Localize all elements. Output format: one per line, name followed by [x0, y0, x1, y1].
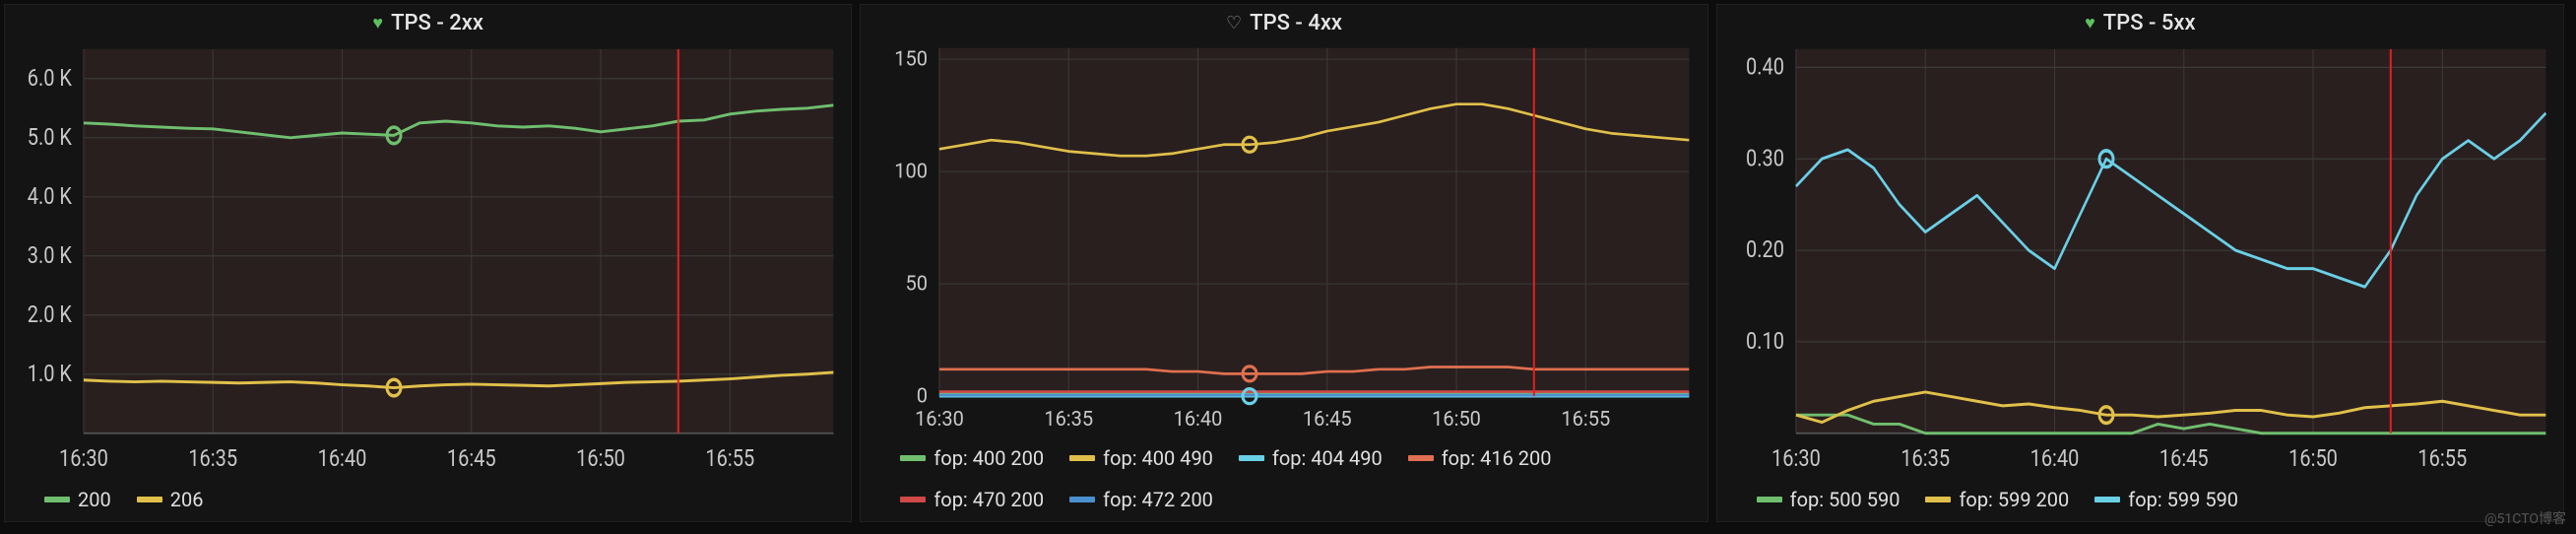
legend-label: fop: 400 490 [1103, 446, 1213, 470]
legend-item[interactable]: fop: 404 490 [1239, 446, 1383, 470]
svg-text:16:45: 16:45 [447, 445, 496, 472]
svg-text:16:35: 16:35 [188, 445, 237, 472]
legend-item[interactable]: fop: 472 200 [1069, 488, 1213, 511]
legend: 200 206 [5, 480, 851, 521]
panel-title-text: TPS - 4xx [1250, 11, 1342, 35]
legend-label: 200 [78, 488, 111, 511]
legend-swatch [2094, 497, 2120, 502]
legend-label: fop: 416 200 [1442, 446, 1552, 470]
panel-2: ♥ TPS - 5xx 0.10 0.20 0.30 0.40 16:30 16:35 16:4… [1716, 4, 2564, 522]
svg-text:150: 150 [895, 47, 929, 72]
svg-text:16:35: 16:35 [1045, 408, 1094, 433]
legend-item[interactable]: 200 [44, 488, 111, 511]
svg-text:16:45: 16:45 [2159, 445, 2209, 472]
heart-icon: ♥ [372, 15, 383, 33]
legend-item[interactable]: fop: 599 590 [2094, 488, 2238, 511]
svg-text:16:35: 16:35 [1900, 445, 1950, 472]
legend-item[interactable]: fop: 599 200 [1925, 488, 2069, 511]
legend-label: fop: 472 200 [1103, 488, 1213, 511]
svg-text:0.10: 0.10 [1746, 328, 1784, 355]
legend-swatch [1239, 455, 1264, 461]
svg-text:0.40: 0.40 [1746, 54, 1784, 81]
legend-item[interactable]: 206 [137, 488, 204, 511]
svg-text:4.0 K: 4.0 K [28, 183, 72, 210]
chart-area[interactable]: 1.0 K 2.0 K 3.0 K 4.0 K 5.0 K 6.0 K 16:30 16:35… [5, 37, 851, 480]
svg-text:0.30: 0.30 [1746, 146, 1784, 172]
svg-text:6.0 K: 6.0 K [28, 65, 72, 92]
legend: fop: 400 200 fop: 400 490 fop: 404 490 fop:… [861, 438, 1707, 521]
legend-label: fop: 470 200 [934, 488, 1044, 511]
panel-title[interactable]: ♥ TPS - 5xx [1717, 5, 2563, 37]
svg-text:0.20: 0.20 [1746, 237, 1784, 264]
panel-title-text: TPS - 5xx [2103, 11, 2196, 35]
panel-title[interactable]: ♡ TPS - 4xx [861, 5, 1707, 37]
legend-label: 206 [170, 488, 204, 511]
legend-swatch [1757, 497, 1782, 502]
legend-swatch [44, 497, 70, 502]
heart-icon: ♡ [1226, 15, 1242, 33]
svg-text:16:45: 16:45 [1303, 408, 1352, 433]
panel-1: ♡ TPS - 4xx 0 50 100 150 16:30 16:35 16:40 16:45 1… [860, 4, 1707, 522]
heart-icon: ♥ [2085, 15, 2095, 33]
legend-label: fop: 599 590 [2128, 488, 2238, 511]
svg-text:16:40: 16:40 [318, 445, 367, 472]
legend-label: fop: 500 590 [1790, 488, 1900, 511]
legend-label: fop: 400 200 [934, 446, 1044, 470]
chart-area[interactable]: 0 50 100 150 16:30 16:35 16:40 16:45 16:50 16:55 [861, 37, 1707, 438]
svg-text:16:55: 16:55 [2417, 445, 2467, 472]
svg-text:16:55: 16:55 [705, 445, 754, 472]
legend: fop: 500 590 fop: 599 200 fop: 599 590 [1717, 480, 2563, 521]
legend-item[interactable]: fop: 470 200 [900, 488, 1044, 511]
svg-text:16:30: 16:30 [1771, 445, 1821, 472]
legend-swatch [1069, 455, 1095, 461]
svg-text:0: 0 [917, 384, 928, 409]
svg-text:1.0 K: 1.0 K [28, 361, 72, 387]
legend-swatch [900, 455, 926, 461]
chart-area[interactable]: 0.10 0.20 0.30 0.40 16:30 16:35 16:40 16:45 16:5… [1717, 37, 2563, 480]
legend-item[interactable]: fop: 400 490 [1069, 446, 1213, 470]
svg-text:16:50: 16:50 [2288, 445, 2338, 472]
svg-text:16:40: 16:40 [1174, 408, 1223, 433]
panel-title[interactable]: ♥ TPS - 2xx [5, 5, 851, 37]
legend-item[interactable]: fop: 400 200 [900, 446, 1044, 470]
legend-label: fop: 599 200 [1959, 488, 2069, 511]
svg-text:16:30: 16:30 [59, 445, 108, 472]
svg-text:16:55: 16:55 [1562, 408, 1611, 433]
legend-swatch [1408, 455, 1434, 461]
panel-0: ♥ TPS - 2xx 1.0 K 2.0 K 3.0 K 4.0 K 5.0 K 6.0 K… [4, 4, 852, 522]
watermark: @51CTO博客 [2484, 508, 2566, 528]
legend-swatch [900, 497, 926, 502]
legend-swatch [137, 497, 162, 502]
svg-text:5.0 K: 5.0 K [28, 124, 72, 151]
legend-item[interactable]: fop: 416 200 [1408, 446, 1552, 470]
svg-text:50: 50 [906, 272, 928, 297]
legend-swatch [1069, 497, 1095, 502]
svg-text:16:50: 16:50 [1433, 408, 1482, 433]
svg-text:2.0 K: 2.0 K [28, 301, 72, 328]
panel-title-text: TPS - 2xx [391, 11, 483, 35]
legend-label: fop: 404 490 [1272, 446, 1383, 470]
legend-item[interactable]: fop: 500 590 [1757, 488, 1900, 511]
svg-text:100: 100 [895, 160, 929, 184]
svg-text:16:30: 16:30 [915, 408, 964, 433]
svg-text:16:40: 16:40 [2029, 445, 2079, 472]
legend-swatch [1925, 497, 1951, 502]
svg-text:16:50: 16:50 [576, 445, 625, 472]
svg-text:3.0 K: 3.0 K [28, 242, 72, 269]
